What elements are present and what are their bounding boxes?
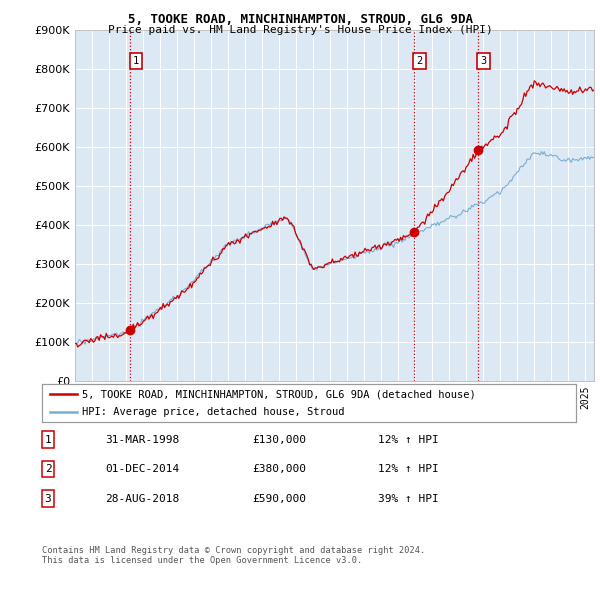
Text: 1: 1 xyxy=(44,435,52,444)
Text: 12% ↑ HPI: 12% ↑ HPI xyxy=(378,464,439,474)
Text: Price paid vs. HM Land Registry's House Price Index (HPI): Price paid vs. HM Land Registry's House … xyxy=(107,25,493,35)
Text: 28-AUG-2018: 28-AUG-2018 xyxy=(105,494,179,503)
Text: 5, TOOKE ROAD, MINCHINHAMPTON, STROUD, GL6 9DA: 5, TOOKE ROAD, MINCHINHAMPTON, STROUD, G… xyxy=(128,13,473,26)
Text: 12% ↑ HPI: 12% ↑ HPI xyxy=(378,435,439,444)
Text: £130,000: £130,000 xyxy=(252,435,306,444)
Text: 39% ↑ HPI: 39% ↑ HPI xyxy=(378,494,439,503)
Text: 2: 2 xyxy=(416,55,423,65)
Text: 2: 2 xyxy=(44,464,52,474)
Text: 01-DEC-2014: 01-DEC-2014 xyxy=(105,464,179,474)
Text: 5, TOOKE ROAD, MINCHINHAMPTON, STROUD, GL6 9DA (detached house): 5, TOOKE ROAD, MINCHINHAMPTON, STROUD, G… xyxy=(82,389,476,399)
Text: HPI: Average price, detached house, Stroud: HPI: Average price, detached house, Stro… xyxy=(82,407,344,417)
Text: Contains HM Land Registry data © Crown copyright and database right 2024.
This d: Contains HM Land Registry data © Crown c… xyxy=(42,546,425,565)
Text: 3: 3 xyxy=(481,55,487,65)
Text: £590,000: £590,000 xyxy=(252,494,306,503)
Text: £380,000: £380,000 xyxy=(252,464,306,474)
Text: 1: 1 xyxy=(133,55,139,65)
Text: 31-MAR-1998: 31-MAR-1998 xyxy=(105,435,179,444)
Text: 3: 3 xyxy=(44,494,52,503)
